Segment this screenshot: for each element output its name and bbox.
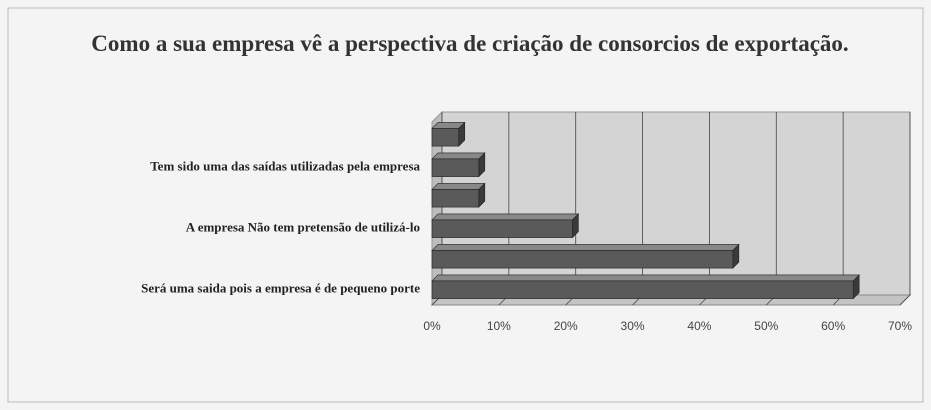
frame bbox=[7, 7, 924, 403]
grid-line bbox=[899, 112, 911, 306]
y-tick-label: A empresa Não tem pretensão de utilizá-l… bbox=[186, 220, 420, 235]
bar-top bbox=[431, 213, 580, 221]
bar bbox=[431, 219, 573, 238]
chart-title: Como a sua empresa vê a perspectiva de c… bbox=[91, 31, 849, 56]
x-tick-label: 40% bbox=[687, 319, 711, 333]
bar bbox=[431, 189, 480, 208]
x-tick-label: 30% bbox=[621, 319, 645, 333]
bar-top bbox=[431, 244, 740, 251]
y-tick-label: Será uma saida pois a empresa é de peque… bbox=[141, 281, 420, 296]
bar bbox=[431, 280, 854, 299]
x-tick-label: 10% bbox=[487, 319, 511, 333]
x-tick-label: 20% bbox=[554, 319, 578, 333]
bar bbox=[431, 128, 460, 147]
bar bbox=[431, 250, 734, 269]
x-tick-label: 0% bbox=[423, 319, 441, 333]
x-tick-label: 50% bbox=[754, 319, 778, 333]
bar-top bbox=[431, 274, 860, 282]
bar-top bbox=[431, 183, 486, 190]
x-tick-label: 70% bbox=[888, 319, 912, 333]
y-tick-label: Tem sido uma das saídas utilizadas pela … bbox=[150, 159, 420, 174]
bar bbox=[431, 158, 480, 177]
x-tick-label: 60% bbox=[821, 319, 845, 333]
bar-top bbox=[431, 152, 486, 160]
